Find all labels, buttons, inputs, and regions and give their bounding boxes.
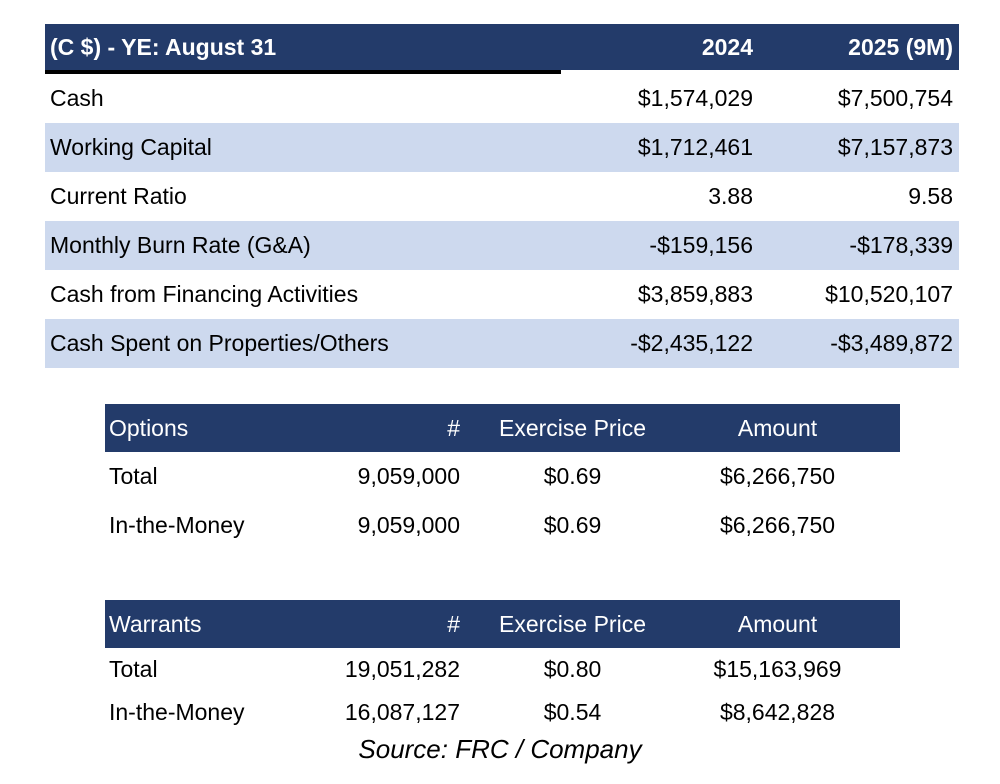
header-underline bbox=[45, 70, 561, 74]
count-value: 9,059,000 bbox=[357, 512, 460, 538]
table-row: Total 9,059,000 $0.69 $6,266,750 bbox=[105, 452, 900, 501]
amount-value: $8,642,828 bbox=[719, 699, 836, 725]
header-count: # bbox=[447, 414, 460, 441]
table-row: Monthly Burn Rate (G&A) -$159,156 -$178,… bbox=[45, 221, 959, 270]
header-label: Options bbox=[109, 414, 189, 441]
amount-value: $6,266,750 bbox=[719, 463, 836, 489]
value-2024: -$2,435,122 bbox=[630, 330, 753, 356]
source-caption: Source: FRC / Company bbox=[358, 734, 642, 764]
header-count: # bbox=[447, 610, 460, 637]
row-label: Monthly Burn Rate (G&A) bbox=[50, 232, 311, 258]
table-row: Working Capital $1,712,461 $7,157,873 bbox=[45, 123, 959, 172]
count-value: 16,087,127 bbox=[344, 699, 460, 725]
header-exercise-price: Exercise Price bbox=[499, 414, 646, 441]
header-label: Warrants bbox=[109, 610, 202, 637]
header-col-2024: 2024 bbox=[701, 33, 753, 60]
value-2025: $7,157,873 bbox=[837, 134, 953, 160]
count-value: 19,051,282 bbox=[344, 656, 460, 682]
row-label: Total bbox=[109, 656, 158, 682]
row-label: Working Capital bbox=[50, 134, 212, 160]
table-row: In-the-Money 16,087,127 $0.54 $8,642,828 bbox=[105, 691, 900, 734]
count-value: 9,059,000 bbox=[357, 463, 460, 489]
header-amount: Amount bbox=[737, 414, 818, 441]
options-table: Options # Exercise Price Amount Total 9,… bbox=[105, 404, 900, 550]
value-2025: 9.58 bbox=[908, 183, 953, 209]
table-row: Current Ratio 3.88 9.58 bbox=[45, 172, 959, 221]
price-value: $0.69 bbox=[543, 512, 602, 538]
row-label: Cash Spent on Properties/Others bbox=[50, 330, 389, 356]
price-value: $0.54 bbox=[543, 699, 602, 725]
price-value: $0.69 bbox=[543, 463, 602, 489]
row-label: Total bbox=[109, 463, 158, 489]
header-label: (C $) - YE: August 31 bbox=[50, 33, 277, 60]
table-row: Cash from Financing Activities $3,859,88… bbox=[45, 270, 959, 319]
financial-summary-table: (C $) - YE: August 31 2024 2025 (9M) Cas… bbox=[45, 24, 959, 368]
header-col-2025: 2025 (9M) bbox=[848, 33, 953, 60]
table-row: Cash Spent on Properties/Others -$2,435,… bbox=[45, 319, 959, 368]
row-label: Current Ratio bbox=[50, 183, 187, 209]
price-value: $0.80 bbox=[543, 656, 602, 682]
amount-value: $6,266,750 bbox=[719, 512, 836, 538]
value-2025: $10,520,107 bbox=[825, 281, 953, 307]
row-label: Cash from Financing Activities bbox=[50, 281, 359, 307]
table-row: Total 19,051,282 $0.80 $15,163,969 bbox=[105, 648, 900, 691]
header-exercise-price: Exercise Price bbox=[499, 610, 646, 637]
value-2025: -$3,489,872 bbox=[830, 330, 953, 356]
value-2025: -$178,339 bbox=[849, 232, 953, 258]
value-2025: $7,500,754 bbox=[837, 85, 953, 111]
value-2024: $1,712,461 bbox=[637, 134, 753, 160]
warrants-table: Warrants # Exercise Price Amount Total 1… bbox=[105, 600, 900, 734]
warrants-header: Warrants # Exercise Price Amount bbox=[105, 600, 900, 648]
value-2024: $3,859,883 bbox=[637, 281, 753, 307]
row-label: In-the-Money bbox=[109, 512, 245, 538]
value-2024: $1,574,029 bbox=[637, 85, 753, 111]
table-row: In-the-Money 9,059,000 $0.69 $6,266,750 bbox=[105, 501, 900, 550]
table-row: Cash $1,574,029 $7,500,754 bbox=[45, 74, 959, 123]
amount-value: $15,163,969 bbox=[713, 656, 842, 682]
row-label: In-the-Money bbox=[109, 699, 245, 725]
value-2024: -$159,156 bbox=[649, 232, 753, 258]
row-label: Cash bbox=[50, 85, 104, 111]
table-header: (C $) - YE: August 31 2024 2025 (9M) bbox=[45, 24, 959, 70]
value-2024: 3.88 bbox=[708, 183, 753, 209]
options-header: Options # Exercise Price Amount bbox=[105, 404, 900, 452]
header-amount: Amount bbox=[737, 610, 818, 637]
